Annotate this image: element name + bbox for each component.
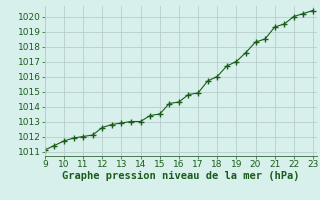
X-axis label: Graphe pression niveau de la mer (hPa): Graphe pression niveau de la mer (hPa) xyxy=(62,171,300,181)
